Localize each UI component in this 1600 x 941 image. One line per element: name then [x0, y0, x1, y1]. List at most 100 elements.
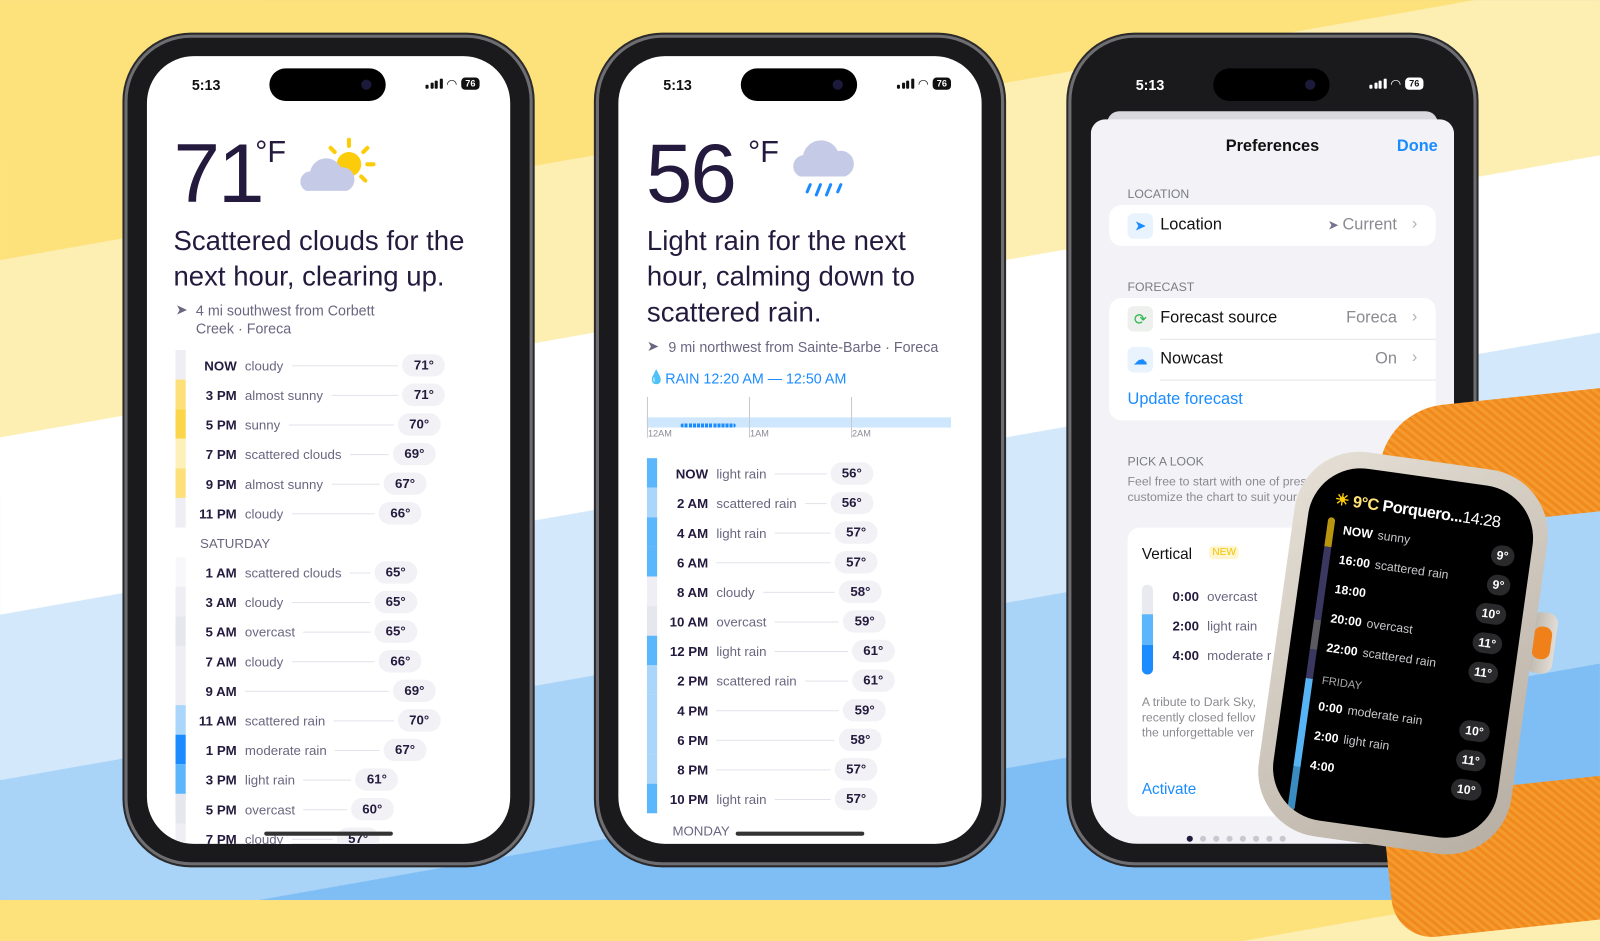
preset-condition: moderate r [1207, 647, 1272, 664]
hour-row[interactable]: 2 AM scattered rain 56° [618, 490, 981, 517]
hour-time: 4 AM [676, 525, 709, 541]
hour-row[interactable]: 4 PM 59° [618, 697, 981, 724]
preset-description: A tribute to Dark Sky, recently closed fe… [1141, 694, 1256, 740]
signal-icon [425, 78, 443, 89]
location-row[interactable]: ➤ Location ➤ Current › [1109, 205, 1436, 246]
hour-row[interactable]: 6 AM 57° [618, 549, 981, 576]
hour-row[interactable]: 9 AM 69° [147, 678, 510, 705]
hour-row[interactable]: 7 AM cloudy 66° [147, 648, 510, 675]
preset-condition: overcast [1207, 588, 1258, 605]
rain-cloud-icon [793, 140, 854, 197]
hour-row[interactable]: 9 PM almost sunny 67° [147, 470, 510, 497]
hour-row[interactable]: 12 PM light rain 61° [618, 638, 981, 665]
hour-row[interactable]: NOW light rain 56° [618, 460, 981, 487]
hour-row[interactable]: 10 AM overcast 59° [618, 608, 981, 635]
temp-pill: 65° [374, 590, 418, 614]
hour-row[interactable]: 4 AM light rain 57° [618, 519, 981, 546]
forecast-card: ⟳ Forecast source Foreca › ☁ Nowcast On … [1109, 297, 1436, 421]
condition-bar-segment [646, 665, 658, 695]
done-button[interactable]: Done [1396, 137, 1438, 156]
hour-time: 12 PM [669, 643, 709, 660]
hour-row[interactable]: 6 PM 58° [618, 727, 981, 754]
hour-row[interactable]: 1 AM scattered clouds 65° [147, 559, 510, 586]
wifi-icon: ◠ [446, 76, 458, 91]
activate-button[interactable]: Activate [1141, 780, 1197, 798]
dynamic-island [1213, 68, 1330, 102]
hour-row[interactable]: 8 PM 57° [618, 756, 981, 783]
condition-bar-segment [175, 616, 186, 646]
hour-time: 8 AM [676, 584, 709, 600]
phone-hourly-forecast: 5:13 ◠ 76 71 °F Scattered clouds for the … [127, 37, 530, 863]
preset-time: 0:00 [1172, 588, 1200, 605]
watch-temp-pill: 11° [1470, 631, 1504, 656]
nowcast-row[interactable]: ☁ Nowcast On › [1109, 339, 1436, 380]
hour-time: NOW [675, 466, 709, 482]
forecast-source-row[interactable]: ⟳ Forecast source Foreca › [1109, 298, 1436, 339]
preset-title: Vertical [1141, 545, 1193, 564]
raindrop-icon: 💧 [647, 369, 665, 385]
page-dots[interactable] [1186, 835, 1286, 842]
condition-bar-segment [646, 635, 658, 666]
hour-row[interactable]: 2 PM scattered rain 61° [618, 667, 981, 694]
hour-time: 6 AM [676, 555, 709, 571]
preset-time: 4:00 [1172, 647, 1200, 664]
condition-bar-segment [175, 379, 186, 410]
condition-bar-segment [175, 497, 186, 528]
condition-bar-segment [646, 724, 658, 755]
hour-condition: cloudy [716, 584, 763, 600]
hour-condition: light rain [716, 525, 775, 541]
hour-time: 6 PM [677, 732, 709, 748]
signal-icon [1369, 78, 1387, 89]
hour-condition: cloudy [244, 506, 292, 522]
hour-row[interactable]: 8 AM cloudy 58° [618, 579, 981, 606]
nowcast-band [646, 417, 952, 428]
hour-row[interactable]: 7 PM scattered clouds 69° [147, 441, 510, 468]
status-time: 5:13 [1135, 76, 1165, 93]
hour-row[interactable]: NOW cloudy 71° [147, 352, 510, 379]
temp-pill: 56° [830, 462, 874, 485]
watch-temp-pill: 10° [1449, 777, 1483, 802]
hour-time: 1 AM [205, 565, 237, 581]
wifi-icon: ◠ [1390, 76, 1401, 91]
screen: 5:13 ◠ 76 71 °F Scattered clouds for the … [146, 56, 511, 844]
hour-row[interactable]: 5 AM overcast 65° [147, 618, 510, 645]
condition-bar-segment [175, 645, 186, 676]
temp-pill: 69° [393, 442, 436, 466]
watch-time: 22:00 [1325, 640, 1359, 659]
hour-row[interactable]: 3 PM light rain 61° [147, 766, 510, 793]
hour-row[interactable]: 3 AM cloudy 65° [147, 589, 510, 616]
rain-cloud-icon: ☁ [1127, 346, 1154, 373]
location-arrow-icon: ➤ [175, 301, 188, 318]
row-label: Nowcast [1160, 349, 1223, 368]
condition-bar-segment [646, 517, 658, 547]
day-header: MONDAY [672, 823, 730, 839]
temp-pill: 69° [393, 679, 436, 703]
hour-row[interactable]: 5 PM overcast 60° [147, 796, 510, 823]
hour-condition: cloudy [244, 654, 292, 670]
watch-temp-pill: 11° [1466, 660, 1500, 685]
hour-condition: scattered rain [244, 713, 334, 729]
location-arrow-icon: ➤ [1327, 217, 1343, 233]
row-value: Foreca [1346, 309, 1397, 327]
temp-pill: 57° [834, 521, 878, 544]
battery-icon: 76 [932, 77, 952, 90]
hour-time: 3 AM [205, 594, 237, 611]
hour-condition: scattered clouds [244, 565, 350, 581]
hour-row[interactable]: 10 PM light rain 57° [618, 786, 981, 813]
condition-bar-segment [175, 675, 186, 706]
hour-row[interactable]: 11 AM scattered rain 70° [147, 707, 510, 734]
hour-row[interactable]: 5 PM sunny 70° [147, 411, 510, 438]
watch-time: 18:00 [1333, 581, 1367, 601]
hour-time: 7 PM [205, 446, 237, 463]
condition-bar-segment [646, 783, 658, 814]
hour-row[interactable]: 11 PM cloudy 66° [147, 500, 510, 527]
hour-time: 5 AM [205, 624, 237, 640]
hour-time: NOW [204, 358, 237, 374]
temp-line [716, 621, 840, 623]
temp-pill: 56° [830, 491, 874, 515]
update-forecast-button[interactable]: Update forecast [1127, 390, 1243, 409]
hour-row[interactable]: 1 PM moderate rain 67° [147, 737, 510, 764]
condition-bar-segment [175, 705, 186, 735]
temp-line [716, 739, 835, 741]
hour-row[interactable]: 3 PM almost sunny 71° [147, 382, 510, 409]
